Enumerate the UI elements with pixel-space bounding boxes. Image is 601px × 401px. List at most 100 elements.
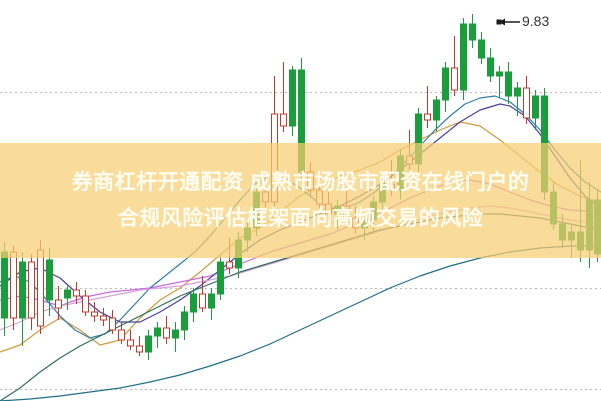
candle-body [586, 199, 593, 251]
candle [496, 66, 503, 98]
candle [478, 32, 485, 64]
candle-body [568, 231, 575, 241]
candle-body [136, 345, 143, 353]
candle [451, 36, 458, 96]
candle-body [10, 251, 17, 319]
candle [10, 246, 17, 330]
candle [19, 252, 26, 346]
candle [37, 240, 44, 334]
candle-body [577, 231, 584, 251]
candle-body [271, 113, 278, 203]
candle-body [235, 239, 242, 269]
candle-body [19, 261, 26, 319]
candle-body [91, 311, 98, 317]
candle-body [244, 227, 251, 241]
candle-body [325, 203, 332, 215]
candle [514, 82, 521, 116]
candle-body [1, 251, 8, 319]
candle-body [109, 317, 116, 331]
candle [100, 308, 107, 326]
candle [28, 254, 35, 330]
candle-body [217, 261, 224, 295]
candle [505, 62, 512, 104]
candle-body [127, 339, 134, 347]
candle [289, 66, 296, 136]
candle-body [154, 327, 161, 337]
candle [46, 248, 53, 316]
candle-body [433, 99, 440, 121]
candle [163, 316, 170, 344]
candle [91, 302, 98, 322]
candle [73, 282, 80, 304]
candle-body [523, 87, 530, 119]
candle-body [73, 289, 80, 297]
candle-body [594, 199, 601, 255]
candle [145, 330, 152, 360]
candle [298, 58, 305, 180]
price-annotation-arrow [496, 18, 520, 26]
candle-body [28, 261, 35, 319]
candle-body [190, 293, 197, 313]
candle [217, 256, 224, 300]
candle [55, 286, 62, 320]
candle-body [442, 67, 449, 101]
candle-body [541, 95, 548, 193]
candle [208, 288, 215, 320]
candle-body [163, 327, 170, 339]
candle [199, 276, 206, 312]
candle-body [469, 23, 476, 41]
candle-body [379, 183, 386, 203]
candle [424, 86, 431, 128]
candle [469, 14, 476, 48]
candle-body [253, 191, 260, 229]
price-label: 9.83 [522, 13, 550, 29]
candle-body [388, 183, 395, 191]
candle [109, 310, 116, 334]
candle-body [262, 191, 269, 203]
candle-body [550, 191, 557, 225]
candle [541, 88, 548, 200]
candle-body [172, 329, 179, 339]
candle-body [397, 155, 404, 191]
candle [181, 306, 188, 340]
candle [154, 322, 161, 348]
candle-body [424, 113, 431, 121]
annotation-point-marker [496, 19, 502, 25]
candle-body [496, 71, 503, 77]
candle-body [352, 217, 359, 229]
candle [594, 190, 601, 262]
candle-body [100, 315, 107, 321]
candle [280, 62, 287, 132]
candle-body [208, 293, 215, 309]
candle-body [199, 293, 206, 309]
candle-body [532, 95, 539, 119]
candle-body [298, 69, 305, 173]
candle [172, 322, 179, 352]
candle-body [343, 205, 350, 219]
candle-body [226, 261, 233, 269]
candle [487, 48, 494, 82]
candle-body [280, 113, 287, 127]
candle [532, 90, 539, 130]
candle-body [514, 87, 521, 97]
candle-body [307, 171, 314, 191]
candle [433, 96, 440, 132]
annotation-arrowhead [499, 18, 505, 26]
candle-body [415, 113, 422, 165]
candle-body [406, 155, 413, 165]
candle-body [37, 249, 44, 327]
candle-body [82, 295, 89, 313]
candle-body [361, 219, 368, 229]
candle [460, 18, 467, 100]
candle-body [559, 223, 566, 241]
candle-body [451, 67, 458, 91]
candle-body [478, 39, 485, 59]
candle-body [487, 57, 494, 77]
candle [190, 288, 197, 322]
candle-body [145, 335, 152, 353]
candle-body [46, 259, 53, 301]
candle [118, 322, 125, 344]
candle [442, 62, 449, 112]
